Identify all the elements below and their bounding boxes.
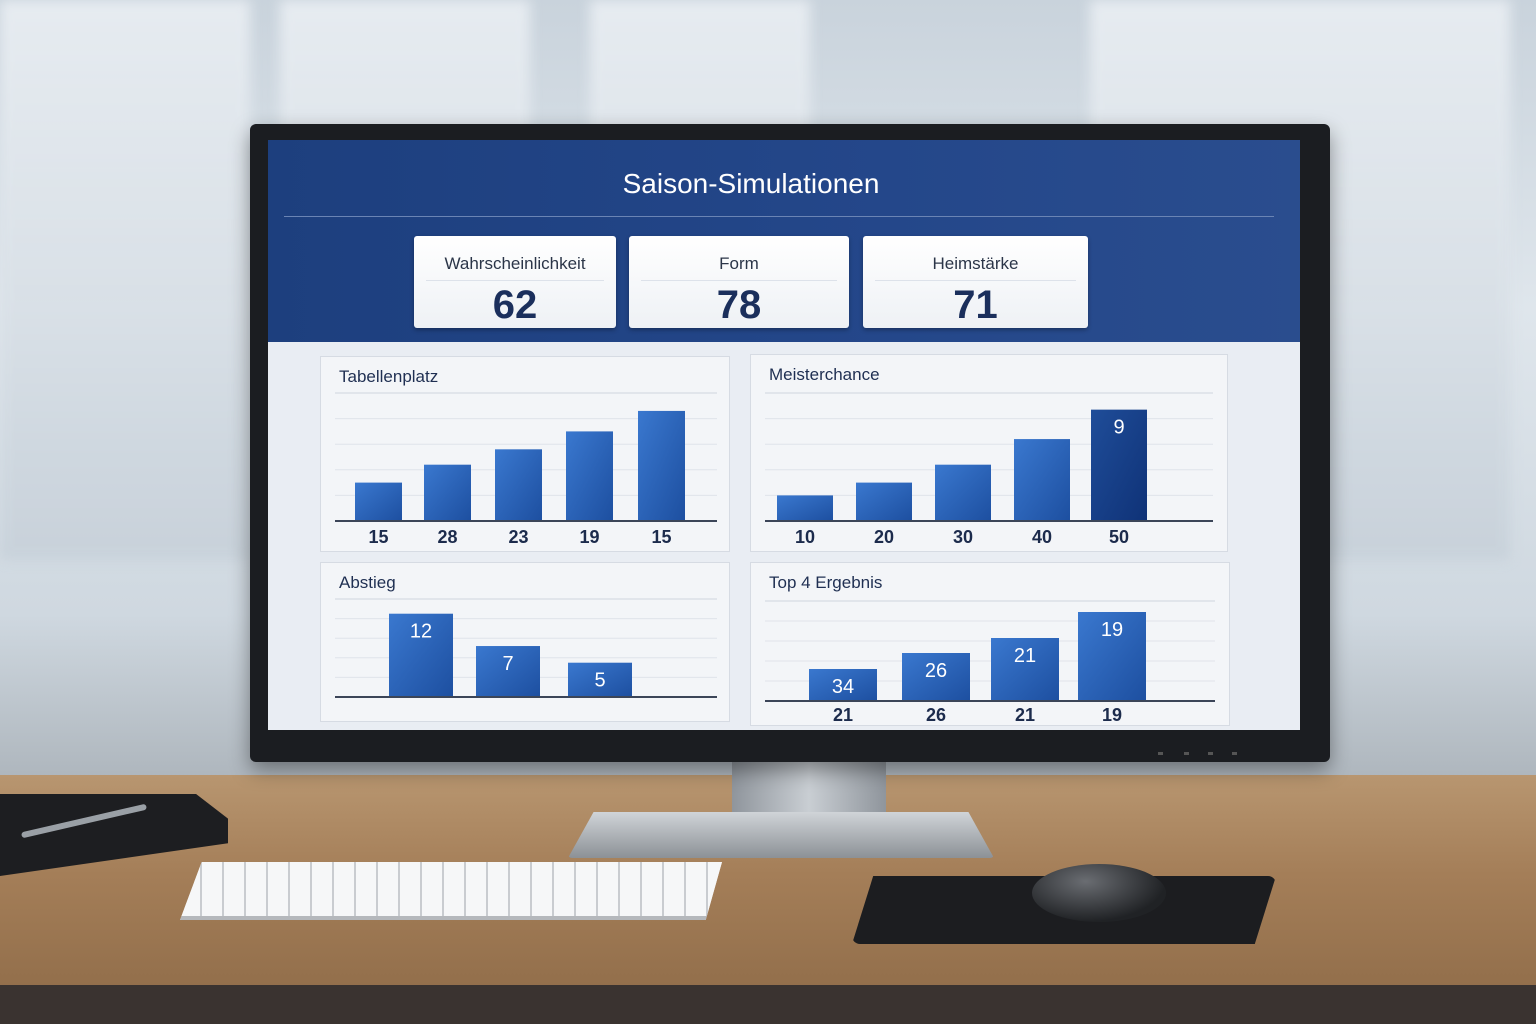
- chart-title: Top 4 Ergebnis: [769, 573, 883, 592]
- x-tick-label: 21: [833, 705, 853, 725]
- bar-data-label: 19: [1101, 619, 1123, 641]
- bar: [991, 638, 1059, 701]
- bar: [1078, 612, 1146, 701]
- monitor-button[interactable]: [1208, 752, 1213, 755]
- kpi-value: 78: [716, 283, 762, 327]
- divider: [284, 216, 1274, 217]
- bar-data-label: 26: [925, 660, 947, 682]
- bar-data-label: 5: [594, 670, 605, 692]
- bar-chart: 15 28 23 19 15: [335, 392, 717, 547]
- bar-chart: 12 7 5: [335, 598, 717, 698]
- kpi-card-heimstaerke: Heimstärke 71: [863, 236, 1088, 328]
- bar-data-label: 21: [1014, 645, 1036, 667]
- bar-data-label: 34: [832, 676, 854, 698]
- bar-data-label: 7: [502, 653, 513, 675]
- page-title: Saison-Simulationen: [622, 168, 880, 199]
- bar: [809, 669, 877, 701]
- bar: [389, 613, 453, 697]
- chart-title: Tabellenplatz: [339, 367, 439, 386]
- bar: [1014, 439, 1070, 521]
- bar: [424, 464, 471, 521]
- x-tick-label: 30: [953, 527, 973, 547]
- chart-panel-tabellenplatz: Tabellenplatz 15 28 23 19 15: [320, 356, 730, 552]
- monitor-button[interactable]: [1232, 752, 1237, 755]
- x-tick-label: 26: [926, 705, 946, 725]
- kpi-value: 71: [953, 283, 998, 327]
- kpi-label: Heimstärke: [875, 254, 1076, 281]
- x-tick-label: 23: [508, 527, 528, 547]
- chart-title: Abstieg: [339, 573, 396, 592]
- x-tick-label: 50: [1109, 527, 1129, 547]
- x-tick-label: 15: [368, 527, 388, 547]
- bar-chart: 34 21 26 26 21 21 19 19: [765, 600, 1215, 725]
- bar: [856, 482, 912, 521]
- bar: [355, 482, 402, 521]
- bar: [568, 662, 632, 697]
- bar: [902, 653, 970, 701]
- bar: [566, 431, 613, 521]
- chart-title: Meisterchance: [769, 365, 880, 384]
- bar: [638, 410, 685, 521]
- x-tick-label: 21: [1015, 705, 1035, 725]
- kpi-label: Form: [641, 254, 837, 281]
- monitor-button[interactable]: [1158, 752, 1163, 755]
- x-tick-label: 10: [795, 527, 815, 547]
- chart-panel-abstieg: Abstieg 12 7 5: [320, 562, 730, 722]
- dashboard-header: Saison-Simulationen Wahrscheinlichkeit 6…: [268, 140, 1300, 342]
- monitor-base: [568, 812, 994, 858]
- bar: [777, 495, 833, 521]
- chart-panel-meisterchance: Meisterchance 10 20 30 40 9 50: [750, 354, 1228, 552]
- bar-data-label: 9: [1113, 417, 1124, 439]
- dashboard-screen: Saison-Simulationen Wahrscheinlichkeit 6…: [268, 140, 1300, 730]
- bar: [495, 449, 542, 521]
- bar-chart: 10 20 30 40 9 50: [765, 392, 1213, 547]
- x-tick-label: 19: [1102, 705, 1122, 725]
- kpi-label: Wahrscheinlichkeit: [426, 254, 604, 281]
- x-tick-label: 15: [651, 527, 671, 547]
- bar: [1091, 409, 1147, 521]
- x-tick-label: 20: [874, 527, 894, 547]
- bar-data-label: 12: [410, 621, 432, 643]
- kpi-card-wahrscheinlichkeit: Wahrscheinlichkeit 62: [414, 236, 616, 328]
- desk-edge: [0, 985, 1536, 1024]
- x-tick-label: 19: [579, 527, 599, 547]
- bar: [935, 464, 991, 521]
- keyboard: [180, 862, 722, 920]
- window-blur: [0, 0, 250, 560]
- kpi-value: 62: [492, 283, 538, 327]
- x-tick-label: 28: [437, 527, 457, 547]
- monitor-button[interactable]: [1184, 752, 1189, 755]
- mouse: [1032, 864, 1166, 922]
- kpi-card-form: Form 78: [629, 236, 849, 328]
- x-tick-label: 40: [1032, 527, 1052, 547]
- bar: [476, 646, 540, 697]
- chart-panel-top4: Top 4 Ergebnis 34 21 26 26 21 21 19 19: [750, 562, 1230, 726]
